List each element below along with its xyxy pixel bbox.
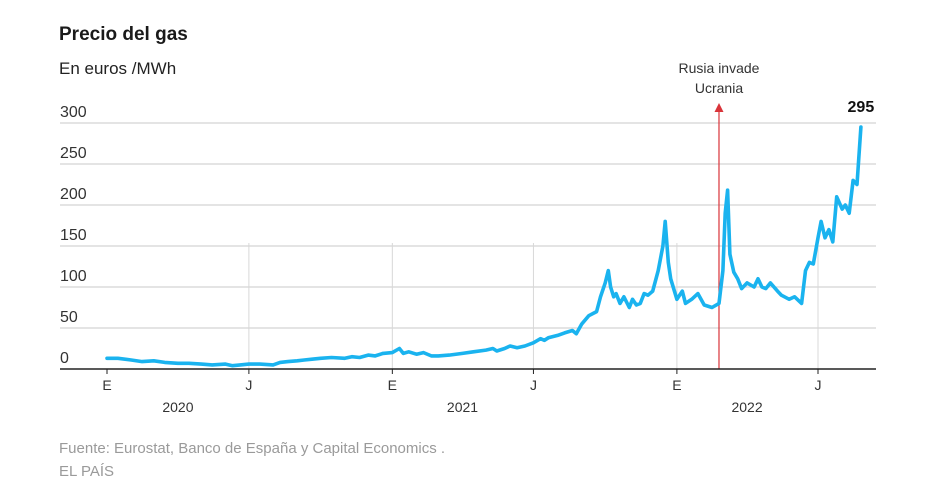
invasion-annotation: Rusia invade Ucrania — [679, 60, 760, 369]
y-axis-ticks: 0 50 100 150 200 250 300 — [60, 104, 87, 367]
chart-title: Precio del gas — [59, 24, 188, 45]
x-year-label: 2021 — [447, 399, 478, 415]
last-value-label: 295 — [848, 99, 875, 116]
y-tick-label: 0 — [60, 350, 69, 367]
annotation-arrowhead — [714, 103, 724, 112]
brand-credit: EL PAÍS — [59, 463, 115, 480]
x-axis-ticks: E J E J E J 2020 2021 2022 — [102, 369, 822, 415]
series-line — [105, 125, 863, 368]
source-note: Fuente: Eurostat, Banco de España y Capi… — [59, 440, 446, 457]
x-year-label: 2020 — [162, 399, 193, 415]
annotation-text: Ucrania — [695, 80, 743, 96]
y-tick-label: 300 — [60, 104, 87, 121]
x-tick-label: E — [388, 377, 397, 393]
chart-subtitle: En euros /MWh — [59, 59, 177, 78]
value-labels: 295 — [848, 99, 875, 116]
x-year-label: 2022 — [731, 399, 762, 415]
y-tick-label: 100 — [60, 268, 87, 285]
y-tick-label: 50 — [60, 309, 78, 326]
x-tick-label: J — [245, 377, 252, 393]
series-layer — [105, 125, 863, 368]
x-tick-label: J — [530, 377, 537, 393]
annotation-text: Rusia invade — [679, 60, 760, 76]
grid-lines — [60, 122, 876, 369]
x-tick-label: E — [102, 377, 111, 393]
x-tick-label: J — [815, 377, 822, 393]
y-tick-label: 150 — [60, 227, 87, 244]
x-tick-label: E — [672, 377, 681, 393]
y-tick-label: 250 — [60, 145, 87, 162]
gas-price-chart: 0 50 100 150 200 250 300 E J E J E J 2020 2021 2022 Ru… — [60, 60, 876, 415]
y-tick-label: 200 — [60, 186, 87, 203]
